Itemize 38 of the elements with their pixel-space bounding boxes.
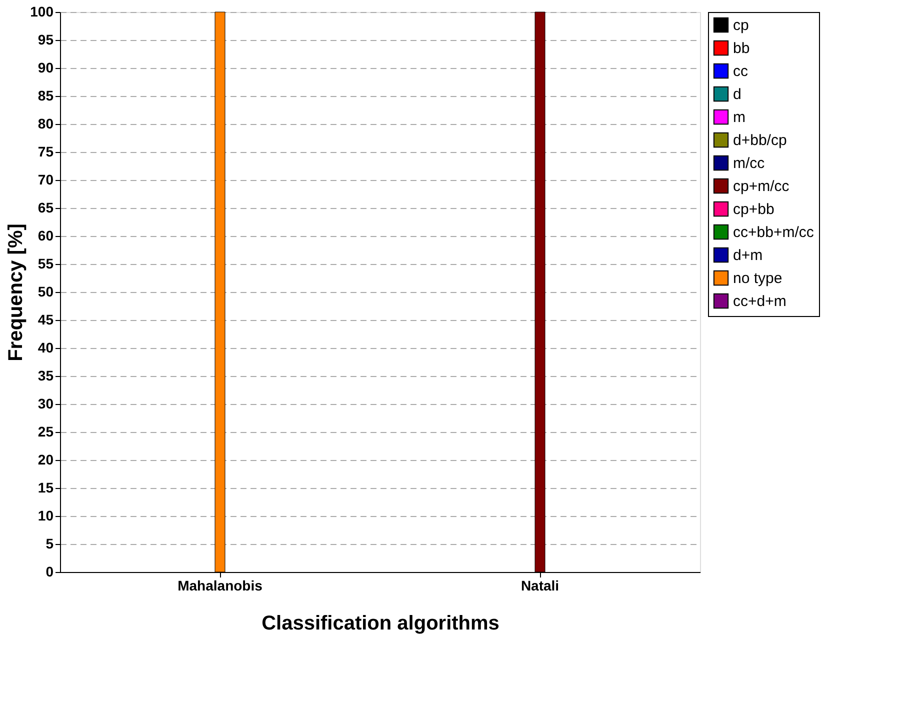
y-tick-label: 90: [38, 60, 54, 76]
y-tick-label: 20: [38, 452, 54, 468]
x-tick-label: Natali: [520, 578, 560, 594]
y-axis-title: Frequency [%]: [5, 224, 28, 362]
legend-label: m: [733, 109, 746, 126]
legend-label: cc+d+m: [733, 293, 786, 310]
legend-label: m/cc: [733, 155, 766, 172]
y-tick-label: 10: [38, 508, 54, 524]
y-tick-label: 60: [38, 228, 54, 244]
legend-label: d+m: [733, 247, 763, 264]
legend-label: cp+m/cc: [733, 178, 790, 195]
y-tick-label: 75: [38, 144, 54, 160]
y-tick-label: 15: [38, 480, 54, 496]
y-tick-label: 25: [38, 424, 54, 440]
x-tick-label: Mahalanobis: [178, 578, 263, 594]
y-tick-label: 85: [38, 88, 54, 104]
legend-label: cp: [733, 17, 749, 34]
y-tick-label: 65: [38, 200, 54, 216]
y-tick-label: 95: [38, 32, 54, 48]
y-tick-label: 70: [38, 172, 54, 188]
y-tick-label: 5: [46, 536, 54, 552]
legend-label: bb: [733, 40, 750, 57]
y-tick-label: 30: [38, 396, 54, 412]
legend-label: d+bb/cp: [733, 132, 787, 149]
y-tick-label: 100: [30, 4, 54, 20]
legend-label: no type: [733, 270, 782, 287]
y-tick-label: 55: [38, 256, 54, 272]
legend-label: d: [733, 86, 742, 103]
legend-label: cc: [733, 63, 748, 80]
y-tick-label: 0: [46, 564, 54, 580]
y-tick-label: 50: [38, 284, 54, 300]
y-tick-label: 40: [38, 340, 54, 356]
y-tick-label: 80: [38, 116, 54, 132]
x-axis-title: Classification algorithms: [262, 612, 500, 634]
y-tick-label: 45: [38, 312, 54, 328]
y-tick-label: 35: [38, 368, 54, 384]
legend-label: cp+bb: [733, 201, 774, 218]
legend-label: cc+bb+m/cc: [733, 224, 814, 241]
